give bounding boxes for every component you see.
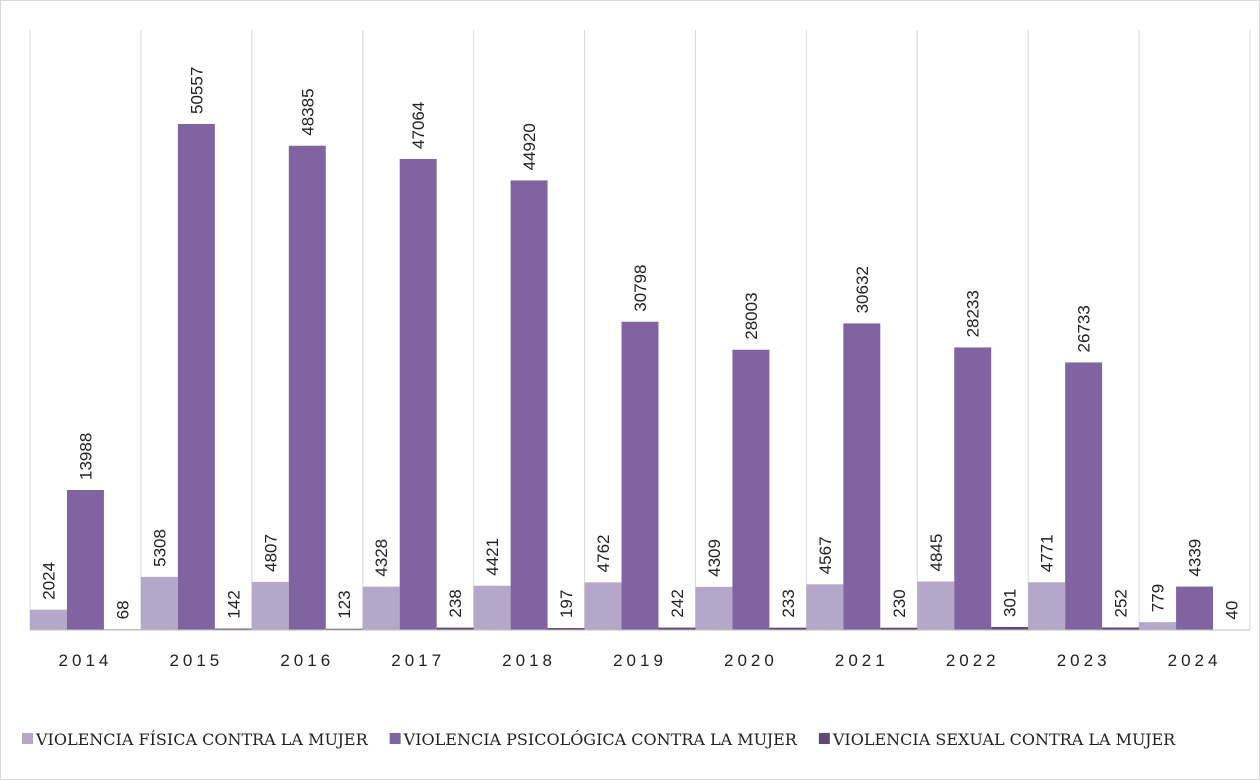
x-tick-label: 2024 <box>1168 651 1222 670</box>
bar <box>399 158 437 630</box>
bar <box>66 490 104 630</box>
x-tick-label: 2015 <box>169 651 223 670</box>
x-tick-label: 2017 <box>391 651 445 670</box>
legend-label: VIOLENCIA FÍSICA CONTRA LA MUJER <box>35 729 369 749</box>
data-label: 4567 <box>816 536 835 574</box>
bar <box>214 628 252 630</box>
bar <box>732 349 770 630</box>
bar <box>991 626 1029 630</box>
data-label: 4762 <box>594 535 613 573</box>
data-label: 4339 <box>1186 539 1205 577</box>
data-label: 13988 <box>76 433 95 480</box>
bar <box>325 628 363 630</box>
legend-swatch <box>818 733 830 744</box>
bar <box>695 586 733 630</box>
x-tick-label: 2021 <box>835 651 889 670</box>
data-label: 44920 <box>520 123 539 170</box>
data-label: 233 <box>779 589 798 617</box>
x-tick-label: 2016 <box>280 651 334 670</box>
data-label: 230 <box>890 589 909 617</box>
bar <box>177 124 215 630</box>
data-label: 28003 <box>742 292 761 339</box>
data-label: 4309 <box>705 539 724 577</box>
data-label: 48385 <box>298 88 317 135</box>
bar <box>1176 586 1214 630</box>
data-label: 197 <box>557 590 576 618</box>
bar <box>362 586 400 630</box>
data-label: 40 <box>1223 601 1242 620</box>
bar <box>1102 627 1140 630</box>
bar <box>843 323 881 630</box>
data-label: 779 <box>1149 584 1168 612</box>
bar <box>621 321 659 630</box>
bar <box>806 584 844 630</box>
legend-label: VIOLENCIA PSICOLÓGICA CONTRA LA MUJER <box>403 729 798 749</box>
bar <box>954 347 992 630</box>
data-label: 30798 <box>631 264 650 311</box>
data-label: 5308 <box>150 529 169 567</box>
x-tick-label: 2022 <box>946 651 1000 670</box>
x-tick-label: 2018 <box>502 651 556 670</box>
bar <box>880 627 918 630</box>
bar <box>473 585 511 630</box>
bar <box>436 627 474 630</box>
bar <box>30 609 67 630</box>
legend-swatch <box>389 733 401 744</box>
data-label: 4845 <box>927 534 946 572</box>
x-tick-label: 2019 <box>613 651 667 670</box>
x-tick-label: 2023 <box>1057 651 1111 670</box>
bar <box>584 582 622 630</box>
legend-swatch <box>22 733 33 744</box>
data-label: 123 <box>335 590 354 618</box>
data-label: 68 <box>113 600 132 619</box>
bar <box>510 180 548 630</box>
bar <box>1028 582 1066 630</box>
data-label: 252 <box>1112 589 1131 617</box>
data-label: 4328 <box>372 539 391 577</box>
bar <box>658 627 696 630</box>
legend-label: VIOLENCIA SEXUAL CONTRA LA MUJER <box>832 730 1176 749</box>
bar <box>288 145 326 631</box>
data-label: 142 <box>224 590 243 618</box>
data-label: 50557 <box>187 67 206 114</box>
data-label: 26733 <box>1075 305 1094 352</box>
bar <box>769 627 807 630</box>
bar <box>1065 362 1103 630</box>
data-label: 242 <box>668 589 687 617</box>
data-label: 2024 <box>39 562 58 600</box>
bar <box>140 576 178 630</box>
data-label: 47064 <box>409 102 428 149</box>
data-label: 238 <box>446 589 465 617</box>
data-label: 301 <box>1001 589 1020 617</box>
data-label: 4771 <box>1038 534 1057 572</box>
data-label: 28233 <box>964 290 983 337</box>
data-label: 30632 <box>853 266 872 313</box>
bar <box>1139 622 1177 630</box>
bar <box>917 581 955 630</box>
x-tick-label: 2014 <box>59 651 113 670</box>
data-label: 4421 <box>483 538 502 576</box>
bar <box>547 628 585 630</box>
data-label: 4807 <box>261 534 280 572</box>
bar <box>251 581 289 630</box>
x-tick-label: 2020 <box>724 651 778 670</box>
